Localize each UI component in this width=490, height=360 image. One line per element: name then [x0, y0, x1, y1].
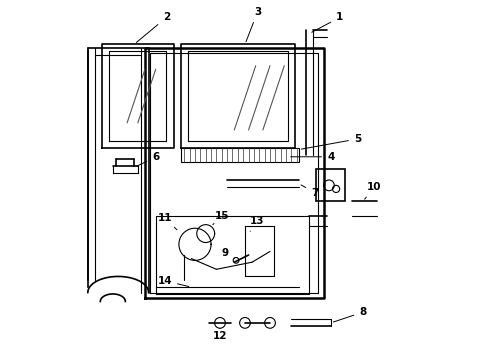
Text: 4: 4: [291, 152, 334, 162]
Text: 12: 12: [213, 328, 227, 342]
Bar: [181, 148, 298, 162]
Text: 8: 8: [333, 307, 367, 322]
Text: 6: 6: [137, 152, 159, 166]
Text: 14: 14: [157, 276, 189, 287]
Text: 10: 10: [365, 182, 382, 199]
Text: 3: 3: [246, 7, 261, 42]
Bar: [317, 169, 345, 202]
Text: 2: 2: [136, 13, 170, 42]
Text: 11: 11: [157, 212, 177, 230]
Text: 7: 7: [301, 185, 318, 198]
Text: 15: 15: [213, 211, 229, 225]
Text: 5: 5: [301, 134, 361, 149]
Text: 13: 13: [250, 216, 265, 231]
Text: 1: 1: [312, 13, 343, 32]
Text: 9: 9: [222, 248, 234, 258]
